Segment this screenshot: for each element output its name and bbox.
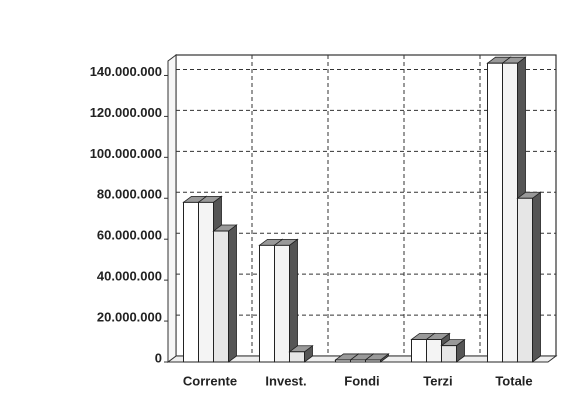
bar	[411, 338, 427, 363]
x-tick-label: Corrente	[183, 373, 237, 388]
plot-left-wall	[167, 54, 177, 363]
y-tick-label: 60.000.000	[97, 228, 162, 243]
x-tick-label: Terzi	[423, 373, 452, 388]
bar	[213, 230, 229, 363]
y-tick-label: 140.000.000	[90, 64, 162, 79]
x-tick-label: Fondi	[344, 373, 379, 388]
y-tick-label: 120.000.000	[90, 105, 162, 120]
bar	[183, 201, 199, 363]
bar	[198, 201, 214, 363]
y-tick-label: 40.000.000	[97, 269, 162, 284]
bar	[350, 359, 366, 363]
bar	[259, 244, 275, 363]
bar-side	[532, 191, 541, 363]
bar	[365, 359, 381, 363]
bar	[487, 62, 503, 363]
bar	[517, 197, 533, 363]
bar	[441, 345, 457, 363]
y-tick-label: 100.000.000	[90, 146, 162, 161]
bar	[274, 244, 290, 363]
bar	[335, 359, 351, 363]
y-tick-label: 0	[155, 350, 162, 365]
bar-side	[228, 224, 237, 363]
bar	[426, 338, 442, 363]
bar-side	[289, 238, 298, 363]
y-tick-label: 20.000.000	[97, 310, 162, 325]
bar	[289, 351, 305, 363]
bar	[502, 62, 518, 363]
y-tick-label: 80.000.000	[97, 187, 162, 202]
x-tick-label: Totale	[495, 373, 532, 388]
x-tick-label: Invest.	[265, 373, 306, 388]
